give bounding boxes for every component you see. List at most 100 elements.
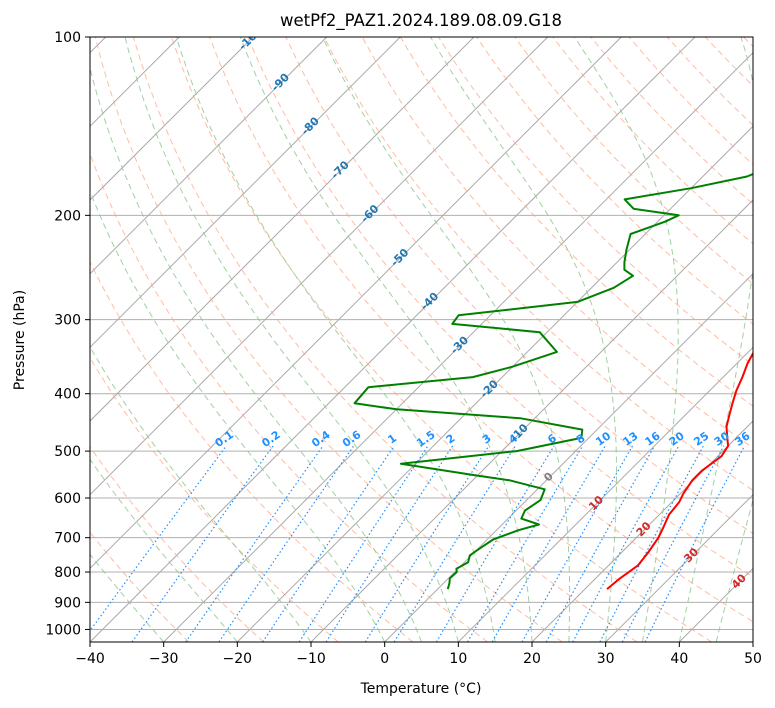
- moist-adiabat: [715, 498, 753, 642]
- dry-adiabat: [90, 446, 264, 642]
- plot-frame: [89, 36, 754, 643]
- isotherm-line: [90, 37, 622, 570]
- dewpoint-profile: [353, 172, 753, 590]
- mixing-ratio-label: 3: [480, 432, 494, 447]
- x-tick-label: 20: [523, 651, 541, 667]
- mixing-ratio-label: 10: [593, 429, 613, 449]
- y-tick-label: 600: [54, 491, 81, 507]
- isotherm-line: [90, 37, 401, 349]
- isotherm-line: [90, 37, 254, 201]
- isotherm-line: [90, 37, 696, 642]
- temperature-profile: [606, 351, 753, 590]
- isotherm-line: [531, 420, 753, 642]
- isotherm-label: 20: [634, 519, 654, 539]
- mixing-ratio-line: [572, 445, 680, 642]
- isotherm-label: -100: [236, 24, 265, 53]
- axes: −40 −30 −20 −10 0 10 20 30 40 50 100 200 300 400 500 60…: [45, 30, 762, 667]
- mixing-ratio-line: [325, 445, 454, 642]
- mixing-ratio-line: [185, 445, 324, 642]
- isotherm-line: [605, 493, 753, 642]
- mixing-ratio-label: 1: [385, 432, 399, 447]
- dry-adiabat: [209, 37, 753, 623]
- sounding-profiles: [353, 172, 753, 590]
- mixing-ratio-label: 36: [733, 429, 753, 449]
- mixing-ratio-label: 1.5: [414, 428, 437, 450]
- mixing-ratio-line: [599, 445, 704, 642]
- moist-adiabat: [90, 65, 422, 642]
- x-tick-label: −40: [75, 651, 105, 667]
- x-tick-label: 0: [380, 651, 389, 667]
- dry-adiabat: [171, 37, 712, 642]
- mixing-ratio-line: [545, 445, 656, 642]
- x-tick-label: −20: [223, 651, 253, 667]
- y-tick-label: 800: [54, 565, 81, 581]
- plot-area: 0.1 0.2 0.4 0.6 1 1.5 2 3 4 6 8 10 13 16 20 25 30 36-100-…: [90, 24, 753, 642]
- mixing-ratio-line: [218, 445, 355, 642]
- dry-adiabat: [476, 37, 753, 325]
- isotherm-label: -40: [418, 290, 441, 313]
- isotherm-label: 10: [586, 493, 606, 513]
- isotherm-label: 40: [729, 571, 749, 591]
- moist-adiabat: [239, 37, 533, 642]
- isotherm-label: -90: [269, 71, 292, 94]
- mixing-ratio-label: 20: [667, 429, 687, 449]
- x-tick-label: −10: [296, 651, 326, 667]
- mixing-ratio-line: [262, 445, 395, 642]
- y-tick-label: 1000: [45, 622, 81, 638]
- dry-adiabat: [704, 37, 753, 87]
- isotherm-label: -20: [478, 377, 501, 400]
- x-tick-label: 50: [744, 651, 762, 667]
- moist-adiabats: [90, 37, 753, 642]
- moist-adiabat: [124, 37, 459, 642]
- mixing-ratio-line: [644, 445, 746, 642]
- y-tick-label: 700: [54, 531, 81, 547]
- mixing-ratio-line: [393, 445, 516, 642]
- mixing-ratio-label: 0.2: [259, 428, 282, 450]
- dry-adiabat: [90, 260, 414, 642]
- pressure-grid: [90, 37, 753, 630]
- isotherm-line: [752, 641, 753, 642]
- moist-adiabat: [90, 345, 312, 642]
- dry-adiabat: [323, 37, 753, 491]
- x-tick-label: 30: [597, 651, 615, 667]
- isotherm-lines: [90, 37, 753, 642]
- dry-adiabat: [590, 37, 753, 205]
- mixing-ratio-line: [521, 445, 634, 642]
- dry-adiabat: [94, 37, 563, 642]
- mixing-ratio-line: [298, 445, 429, 642]
- dry-adiabat: [666, 37, 753, 126]
- moist-adiabat: [430, 37, 617, 642]
- mixing-ratio-line: [621, 445, 725, 642]
- dry-adiabat: [132, 37, 638, 642]
- mixing-ratio-label: 0.4: [309, 428, 333, 450]
- isotherm-line: [457, 346, 753, 642]
- dry-adiabat: [285, 37, 753, 535]
- y-tick-label: 500: [54, 444, 81, 460]
- isotherm-label: -80: [299, 114, 322, 137]
- dry-adiabat: [247, 37, 753, 578]
- dry-adiabat: [90, 152, 488, 642]
- moist-adiabat: [574, 37, 679, 642]
- mixing-ratio-line: [90, 445, 227, 632]
- isotherm-line: [310, 199, 753, 642]
- isotherm-label: -30: [448, 333, 471, 356]
- y-axis-label: Pressure (hPa): [12, 290, 28, 390]
- dry-adiabats: [90, 37, 753, 642]
- isotherm-line: [90, 37, 475, 422]
- moist-adiabat: [90, 458, 238, 642]
- mixing-ratio-line: [364, 445, 490, 642]
- dry-adiabat: [90, 531, 190, 642]
- y-tick-label: 900: [54, 595, 81, 611]
- mixing-ratio-line: [466, 445, 584, 642]
- chart-title: wetPf2_PAZ1.2024.189.08.09.G18: [280, 11, 562, 31]
- mixing-ratio-label: 2: [444, 432, 458, 447]
- mixing-ratio-line: [131, 445, 274, 642]
- isotherm-label: -70: [329, 158, 352, 181]
- isotherm-line: [236, 125, 753, 642]
- moist-adiabat: [678, 37, 753, 642]
- x-axis-label: Temperature (°C): [360, 681, 482, 697]
- isoline-labels: 0.1 0.2 0.4 0.6 1 1.5 2 3 4 6 8 10 13 16 20 25 30 36-100-…: [213, 24, 753, 591]
- x-tick-label: −30: [149, 651, 179, 667]
- isotherm-label: -60: [358, 202, 381, 225]
